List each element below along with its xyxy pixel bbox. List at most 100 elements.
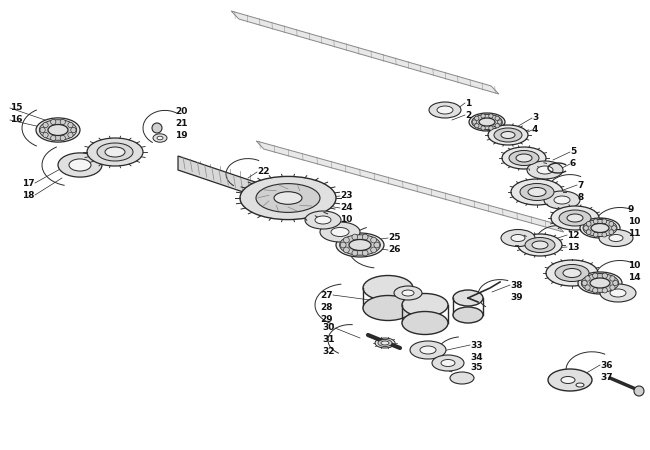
Text: 2: 2 xyxy=(465,111,471,120)
Ellipse shape xyxy=(516,154,532,162)
Circle shape xyxy=(43,122,48,128)
Ellipse shape xyxy=(509,150,539,166)
Text: 38: 38 xyxy=(510,280,523,289)
Ellipse shape xyxy=(583,220,617,237)
Text: 12: 12 xyxy=(567,230,580,239)
Ellipse shape xyxy=(546,260,598,286)
Ellipse shape xyxy=(555,265,589,282)
Ellipse shape xyxy=(274,192,302,204)
Text: 30: 30 xyxy=(322,324,335,333)
Text: 34: 34 xyxy=(470,352,482,361)
Ellipse shape xyxy=(336,233,384,257)
Text: 28: 28 xyxy=(320,302,333,311)
Ellipse shape xyxy=(320,222,360,242)
Circle shape xyxy=(374,242,380,248)
Ellipse shape xyxy=(576,383,584,387)
Circle shape xyxy=(40,127,46,133)
Circle shape xyxy=(634,386,644,396)
Text: 4: 4 xyxy=(532,126,538,135)
Text: 16: 16 xyxy=(10,116,23,125)
Text: 17: 17 xyxy=(22,179,35,188)
Ellipse shape xyxy=(469,113,505,131)
Text: 20: 20 xyxy=(175,108,187,117)
Text: 31: 31 xyxy=(322,336,335,345)
Circle shape xyxy=(586,221,591,226)
Text: 23: 23 xyxy=(340,192,352,201)
Text: 9: 9 xyxy=(628,206,634,215)
Text: 21: 21 xyxy=(175,120,187,129)
Ellipse shape xyxy=(58,153,102,177)
Text: 27: 27 xyxy=(320,291,333,300)
Text: 25: 25 xyxy=(388,234,400,243)
Circle shape xyxy=(489,126,493,130)
Ellipse shape xyxy=(554,196,570,204)
Text: 8: 8 xyxy=(577,193,583,202)
Circle shape xyxy=(610,285,615,290)
Ellipse shape xyxy=(599,230,633,247)
Ellipse shape xyxy=(511,234,525,242)
Circle shape xyxy=(582,280,587,286)
Circle shape xyxy=(585,276,590,281)
Circle shape xyxy=(584,225,588,230)
Ellipse shape xyxy=(69,159,91,171)
Ellipse shape xyxy=(402,293,448,316)
Ellipse shape xyxy=(331,228,349,237)
Text: 7: 7 xyxy=(577,180,584,189)
Ellipse shape xyxy=(559,210,591,226)
Circle shape xyxy=(352,250,358,256)
Ellipse shape xyxy=(502,147,546,169)
Circle shape xyxy=(610,276,615,281)
Text: 3: 3 xyxy=(532,113,538,122)
Circle shape xyxy=(344,237,349,243)
Ellipse shape xyxy=(528,188,546,197)
Ellipse shape xyxy=(567,214,583,222)
Ellipse shape xyxy=(501,131,515,139)
Ellipse shape xyxy=(437,106,453,114)
Ellipse shape xyxy=(472,114,502,130)
Ellipse shape xyxy=(153,134,167,142)
Circle shape xyxy=(602,288,607,293)
Ellipse shape xyxy=(610,289,626,297)
Text: 26: 26 xyxy=(388,246,400,255)
Text: 37: 37 xyxy=(600,373,612,382)
Ellipse shape xyxy=(375,338,395,348)
Circle shape xyxy=(152,123,162,133)
Ellipse shape xyxy=(402,290,414,296)
Circle shape xyxy=(370,237,376,243)
Ellipse shape xyxy=(97,143,133,161)
Circle shape xyxy=(68,132,73,138)
Circle shape xyxy=(489,114,493,118)
Text: 19: 19 xyxy=(175,131,188,140)
Ellipse shape xyxy=(394,286,422,300)
Ellipse shape xyxy=(410,341,446,359)
Ellipse shape xyxy=(363,296,413,320)
Circle shape xyxy=(495,124,499,128)
Circle shape xyxy=(497,120,502,124)
Circle shape xyxy=(60,119,66,125)
Ellipse shape xyxy=(87,138,143,166)
Ellipse shape xyxy=(429,102,461,118)
Ellipse shape xyxy=(563,269,581,278)
Circle shape xyxy=(474,116,479,121)
Circle shape xyxy=(362,250,368,256)
Circle shape xyxy=(612,225,616,230)
Ellipse shape xyxy=(578,272,622,294)
Text: 10: 10 xyxy=(628,217,640,226)
Ellipse shape xyxy=(305,211,341,229)
Circle shape xyxy=(362,234,368,240)
Ellipse shape xyxy=(36,118,80,142)
Polygon shape xyxy=(178,156,255,196)
Ellipse shape xyxy=(453,290,483,306)
Text: 13: 13 xyxy=(567,243,580,252)
Circle shape xyxy=(370,247,376,253)
Ellipse shape xyxy=(609,234,623,242)
Circle shape xyxy=(51,119,56,125)
Circle shape xyxy=(602,219,606,224)
Circle shape xyxy=(481,126,486,130)
Text: 33: 33 xyxy=(470,341,482,350)
Ellipse shape xyxy=(520,184,554,201)
Text: 1: 1 xyxy=(465,99,471,108)
Ellipse shape xyxy=(450,372,474,384)
Text: 29: 29 xyxy=(320,315,333,324)
Ellipse shape xyxy=(157,136,163,140)
